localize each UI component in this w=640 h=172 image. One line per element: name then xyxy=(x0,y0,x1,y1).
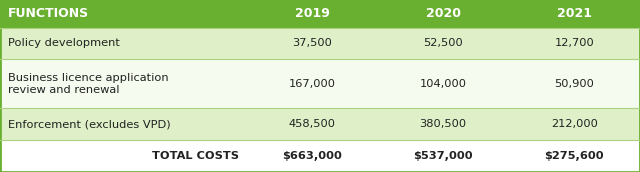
Bar xyxy=(0,108,640,140)
Text: $275,600: $275,600 xyxy=(545,151,604,161)
Text: 50,900: 50,900 xyxy=(554,79,595,89)
Text: FUNCTIONS: FUNCTIONS xyxy=(8,7,89,20)
Text: 52,500: 52,500 xyxy=(423,38,463,49)
Text: Policy development: Policy development xyxy=(8,38,120,49)
Text: 37,500: 37,500 xyxy=(292,38,332,49)
Text: 212,000: 212,000 xyxy=(551,119,598,129)
Text: Enforcement (excludes VPD): Enforcement (excludes VPD) xyxy=(8,119,170,129)
Text: 167,000: 167,000 xyxy=(289,79,335,89)
Text: Business licence application
review and renewal: Business licence application review and … xyxy=(8,73,168,95)
Text: 2020: 2020 xyxy=(426,7,461,20)
Bar xyxy=(0,140,640,172)
Bar xyxy=(0,28,640,59)
Bar xyxy=(0,0,246,28)
Text: 380,500: 380,500 xyxy=(420,119,467,129)
Text: $663,000: $663,000 xyxy=(282,151,342,161)
Text: 2021: 2021 xyxy=(557,7,592,20)
Text: 104,000: 104,000 xyxy=(420,79,467,89)
Bar xyxy=(0,59,640,108)
Text: 458,500: 458,500 xyxy=(289,119,335,129)
Text: 2019: 2019 xyxy=(294,7,330,20)
Bar xyxy=(509,0,640,28)
Bar xyxy=(378,0,509,28)
Bar xyxy=(246,0,378,28)
Text: 12,700: 12,700 xyxy=(554,38,595,49)
Text: $537,000: $537,000 xyxy=(413,151,473,161)
Text: TOTAL COSTS: TOTAL COSTS xyxy=(152,151,239,161)
